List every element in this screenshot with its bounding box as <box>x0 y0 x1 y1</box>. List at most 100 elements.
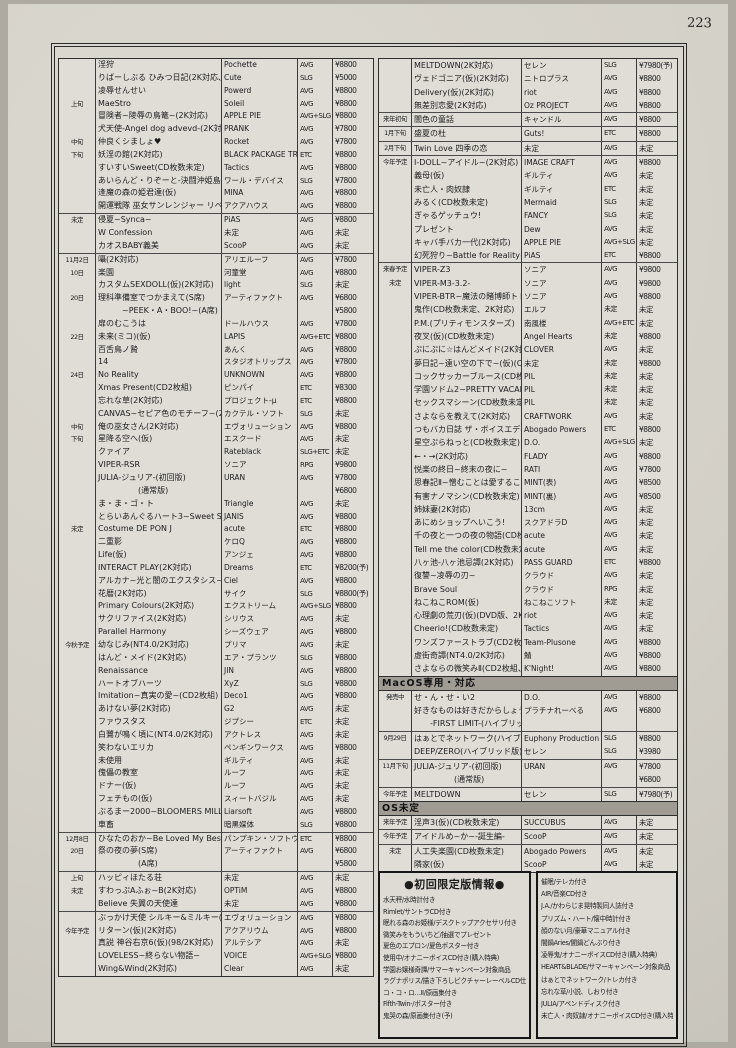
genre-cell: AVG <box>297 239 332 253</box>
brand-cell: あんく <box>221 343 297 357</box>
table-row: セックスマシーン(CD枚数未定) PIL 未定 未定 <box>379 396 677 410</box>
table-row: 中旬 俺の巫女さん(2K対応) エヴォリューション AVG ¥8800 <box>59 420 373 434</box>
table-row: 来春予定 VIPER-Z3 ソニア AVG ¥9800 <box>379 262 677 277</box>
genre-cell: SLG+ETC <box>297 446 332 460</box>
table-row: Believe 失翼の天使達 未定 AVG ¥8800 <box>59 897 373 911</box>
table-row: 笑わないエリカ ペンギンワークス AVG ¥8800 <box>59 741 373 755</box>
title-cell: 幼なじみ(NT4.0/2K対応) <box>95 638 221 652</box>
title-cell: 14 <box>95 356 221 370</box>
genre-cell: SLG <box>297 407 332 421</box>
title-cell: 真説 神谷右京6(仮)(98/2K対応) <box>95 937 221 951</box>
price-cell: 未定 <box>332 446 373 460</box>
genre-cell: ETC <box>297 148 332 162</box>
title-cell: Wing&Wind(2K対応) <box>95 963 221 976</box>
genre-cell: ETC <box>297 523 332 537</box>
release-date-cell: 未定 <box>389 278 402 287</box>
release-date-cell <box>59 588 95 601</box>
release-date-cell <box>59 690 95 703</box>
title-cell: 無差別恋愛(2K対応) <box>411 98 521 113</box>
brand-cell: ソニア <box>221 459 297 472</box>
table-row: ~PEEK・A・BOO!~(A席) ¥5800 <box>59 305 373 318</box>
release-date-cell: 11月下旬 <box>382 761 408 770</box>
genre-cell: AVG <box>297 343 332 357</box>
bonus-info-item: 眠れる森のお姫様/デスクトップアクセサリ付き <box>383 919 517 928</box>
price-cell: ¥6800 <box>332 292 373 306</box>
table-row: 真説 神谷右京6(仮)(98/2K対応) アルテシア AVG 未定 <box>59 937 373 951</box>
price-cell: 未定 <box>332 963 373 976</box>
release-date-cell <box>59 408 95 421</box>
table-row: 義母(仮) ギルティ AVG 未定 <box>379 169 677 183</box>
genre-cell: AVG <box>601 704 636 718</box>
title-cell: No Reality <box>95 369 221 383</box>
title-cell: 八ヶ池-八ヶ池忌譚(2K対応) <box>411 555 521 570</box>
genre-cell: AVG <box>297 369 332 383</box>
title-cell: Xmas Present(CD2枚組) <box>95 382 221 395</box>
table-row: 二重影 ケロQ AVG ¥8800 <box>59 536 373 550</box>
title-cell: I-DOLL~アイドル~(2K対応) <box>411 156 521 170</box>
genre-cell: ETC <box>601 249 636 263</box>
genre-cell: AVG <box>297 911 332 925</box>
brand-cell: Liarsoft <box>221 805 297 819</box>
brand-cell: ScooP <box>521 830 601 844</box>
title-cell: 姉妹妻(2K対応) <box>411 502 521 517</box>
price-cell: ¥7980(予) <box>636 59 677 73</box>
release-date-cell <box>59 703 95 716</box>
table-row: ぎゃるゲッチュウ! FANCY SLG 未定 <box>379 209 677 223</box>
table-row: カオスBABY義美 ScooP AVG 未定 <box>59 239 373 253</box>
price-cell: ¥8800 <box>332 420 373 434</box>
brand-cell: PASS GUARD <box>521 555 601 570</box>
release-date-cell: 24日 <box>70 371 84 380</box>
price-cell: 未定 <box>636 622 677 636</box>
price-cell: ¥8800 <box>332 950 373 964</box>
title-cell: (通常版) <box>95 484 221 498</box>
brand-cell: CRAFTWORK <box>521 409 601 424</box>
price-cell: ¥8800 <box>636 85 677 99</box>
table-row: 未使用 ギルティ AVG 未定 <box>59 754 373 768</box>
genre-cell: 未定 <box>601 329 636 344</box>
brand-cell: SUCCUBUS <box>521 815 601 830</box>
table-row: あけない夢(2K対応) G2 AVG 未定 <box>59 703 373 717</box>
brand-cell: エヴォリューション <box>221 911 297 925</box>
price-cell: ¥9800 <box>636 276 677 291</box>
price-cell: 未定 <box>636 609 677 623</box>
title-cell: LOVELESS~終らない物語~ <box>95 950 221 964</box>
genre-cell: AVG <box>297 924 332 938</box>
price-cell: ¥8800 <box>332 677 373 691</box>
table-row: 上旬 MaeStro Soleil AVG ¥8800 <box>59 97 373 111</box>
price-cell: ¥6800 <box>636 773 677 787</box>
bonus-info-item: 鬼哭の森/原画集付き(予) <box>383 1011 453 1020</box>
title-cell: ハッピィほたる荘 <box>95 872 221 885</box>
brand-cell: 未定 <box>221 872 297 885</box>
brand-cell: ペンギンワークス <box>221 741 297 755</box>
release-date-cell <box>379 303 411 316</box>
release-date-cell <box>59 279 95 292</box>
genre-cell: AVG <box>297 754 332 768</box>
table-row: ワンズファーストラブ(CD2枚組) Team-Plusone AVG ¥8800 <box>379 635 677 650</box>
title-cell: 有害ナノマシン(CD枚数未定) <box>411 489 521 503</box>
price-cell: ¥8800 <box>636 249 677 263</box>
genre-cell: SLG <box>297 174 332 188</box>
brand-cell: Dew <box>521 222 601 236</box>
table-row: 来年初旬 闇色の童話 キャンドル AVG ¥8800 <box>379 112 677 127</box>
release-date-cell <box>379 569 411 582</box>
title-cell: 闇色の童話 <box>411 113 521 127</box>
title-cell: はんど・メイド(2K対応) <box>95 651 221 665</box>
price-cell: 未定 <box>636 209 677 223</box>
table-row: 未定 侵夏~Synca~ PiAS AVG ¥8800 <box>59 213 373 227</box>
release-date-cell <box>379 450 411 463</box>
release-date-cell <box>59 716 95 729</box>
genre-cell: SLG <box>297 677 332 691</box>
genre-cell: AVG <box>601 98 636 113</box>
price-cell: ¥7800 <box>332 253 373 267</box>
price-cell: ¥8800 <box>332 110 373 124</box>
genre-cell: SLG <box>601 787 636 801</box>
brand-cell: エルフ <box>521 303 601 317</box>
price-cell: ¥8800 <box>636 649 677 663</box>
table-row: 14 スタジオトリップス AVG ¥7800 <box>59 356 373 370</box>
genre-cell: AVG <box>297 613 332 627</box>
table-row: Life(仮) アンジェ AVG ¥8800 <box>59 549 373 562</box>
table-row: アルカナ~光と闇のエクスタシス~ Ciel AVG ¥8800 <box>59 574 373 588</box>
